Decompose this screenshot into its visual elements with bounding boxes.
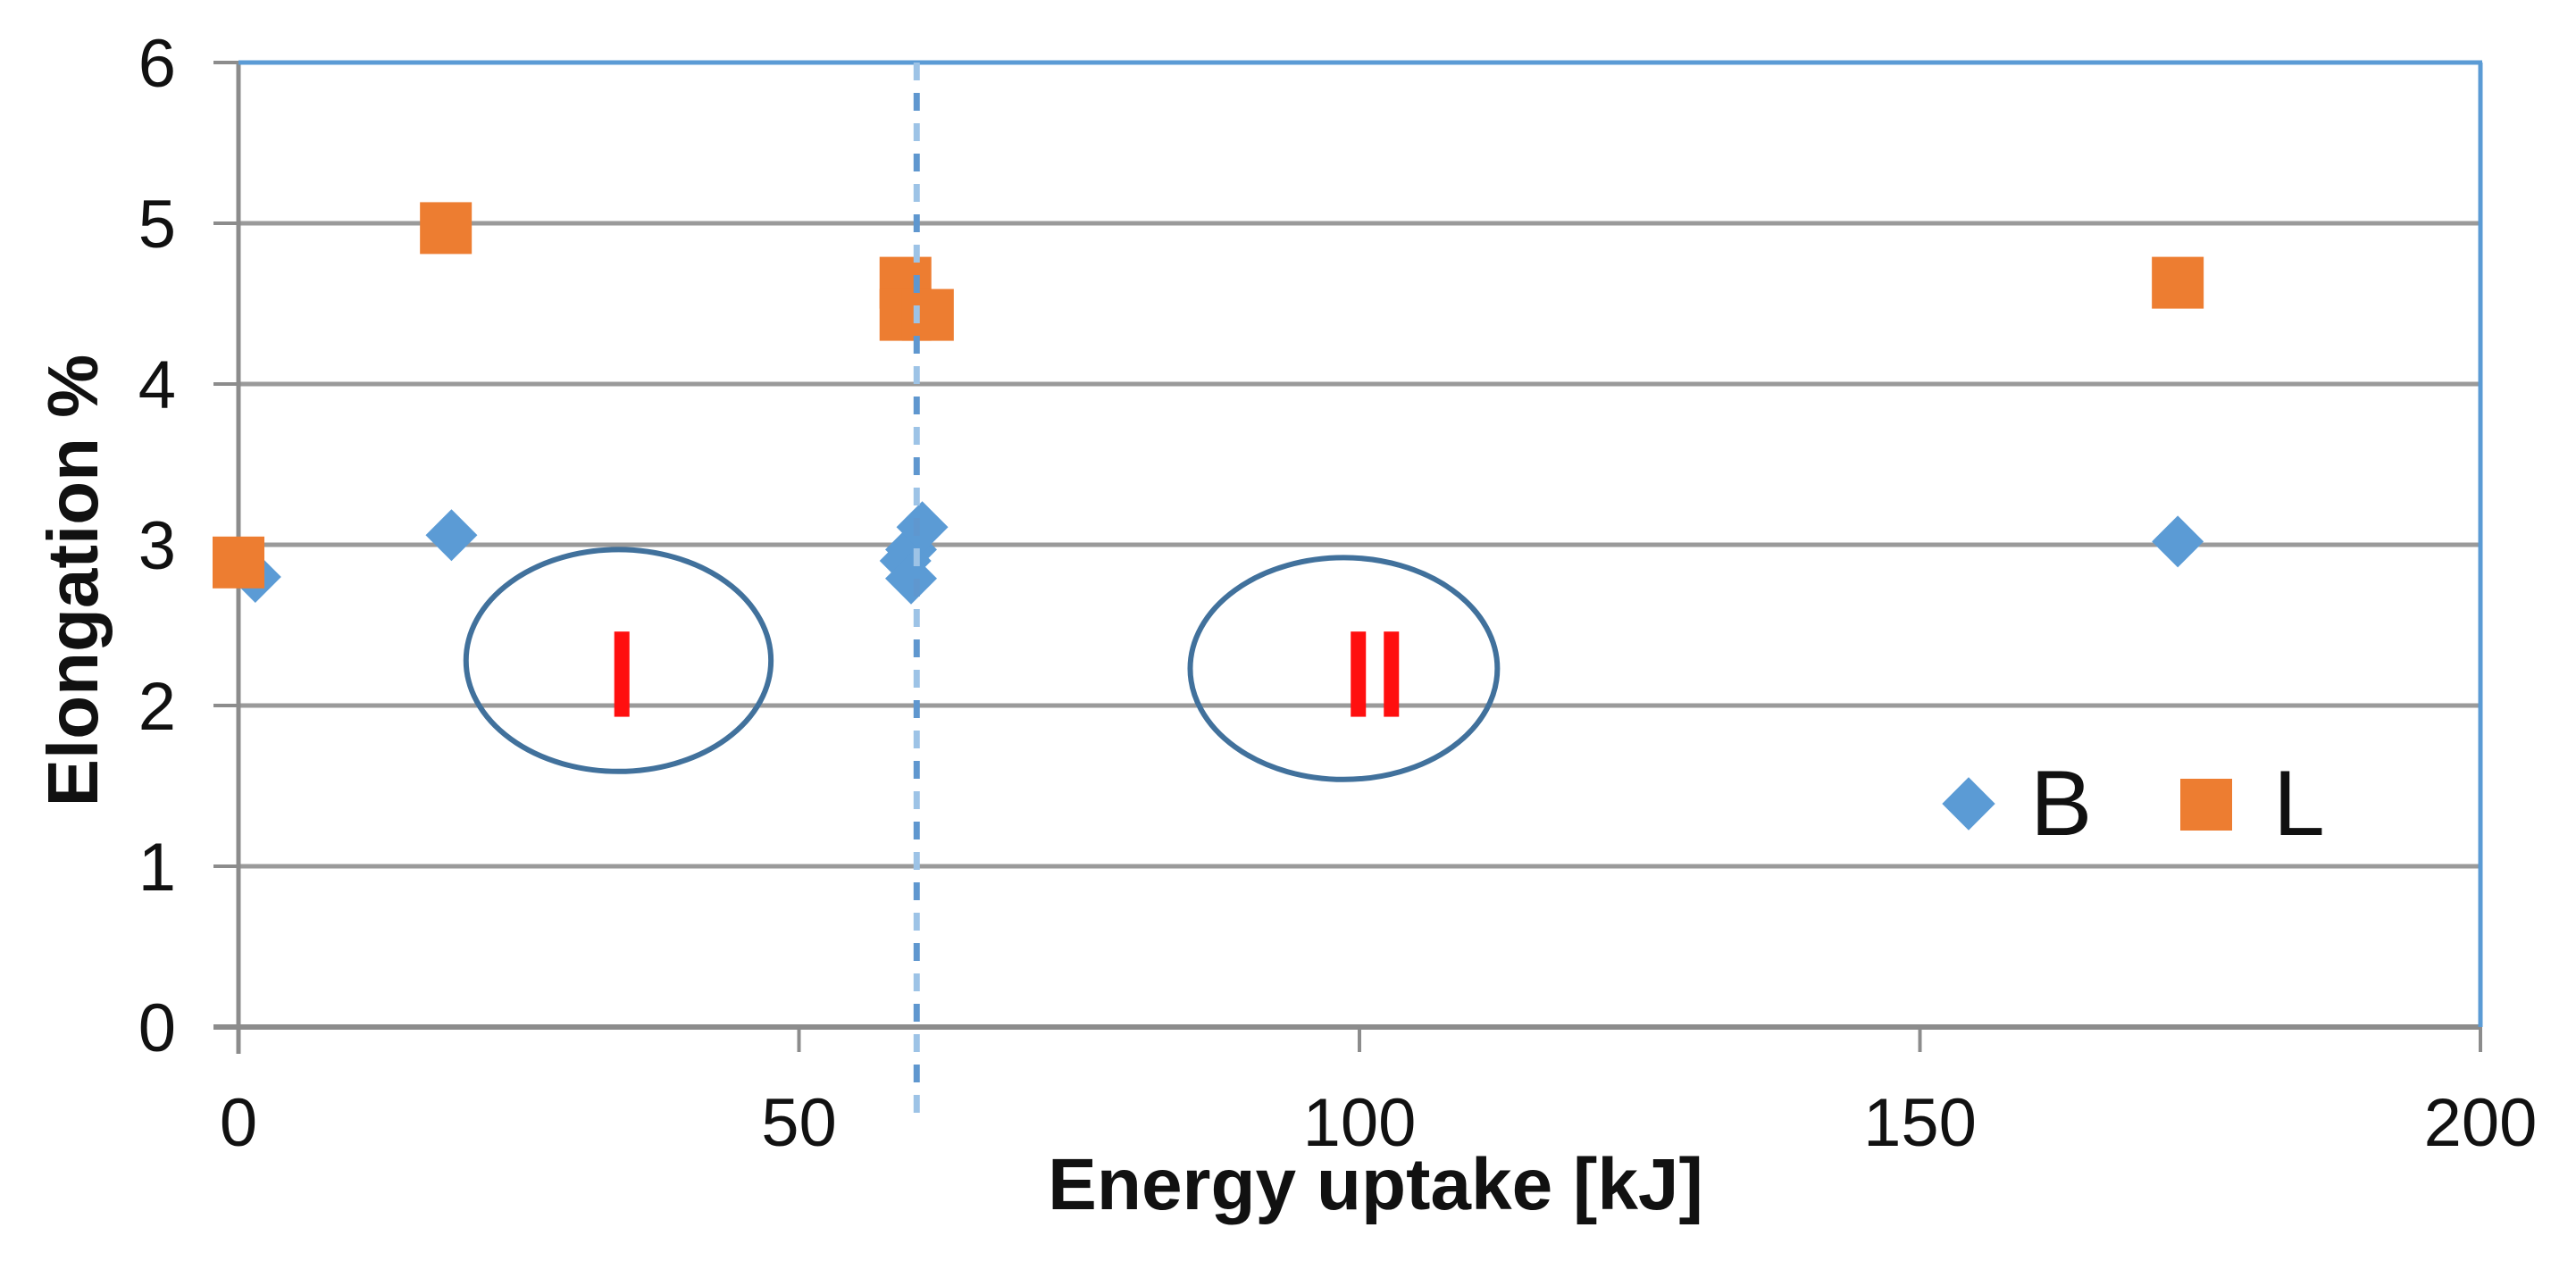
legend-label-series-b: B: [2030, 752, 2093, 856]
y-tick-label-5: 5: [138, 187, 176, 263]
legend-label-series-l: L: [2273, 752, 2325, 856]
y-tick-label-6: 6: [138, 26, 176, 102]
marker-square-L: [420, 202, 473, 255]
x-tick-label-150: 150: [1863, 1085, 1977, 1161]
marker-diamond-B: [425, 509, 478, 562]
y-tick-label-1: 1: [138, 830, 176, 906]
marker-square-L: [901, 288, 954, 341]
marker-diamond-B: [896, 501, 949, 554]
marker-diamond-B: [885, 552, 937, 605]
roman-numeral-I: [614, 631, 630, 717]
y-tick-label-2: 2: [138, 669, 176, 745]
x-tick-label-0: 0: [220, 1085, 257, 1161]
y-axis-title: Elongation %: [33, 354, 113, 807]
marker-square-L: [2152, 256, 2204, 309]
roman-numeral-II: [1384, 631, 1400, 717]
x-axis-title: Energy uptake [kJ]: [1048, 1144, 1703, 1225]
x-tick-label-50: 50: [761, 1085, 837, 1161]
x-tick-label-200: 200: [2424, 1085, 2538, 1161]
marker-square-L: [213, 536, 264, 589]
annotation-ellipse-I: [463, 547, 774, 774]
marker-diamond-B: [2152, 515, 2204, 568]
y-tick-label-0: 0: [138, 990, 176, 1066]
annotation-ellipse-II: [1187, 555, 1501, 782]
y-tick-label-4: 4: [138, 347, 176, 423]
legend-marker-square-icon: [2180, 779, 2232, 831]
roman-numeral-II: [1351, 631, 1367, 717]
x-tick-label-100: 100: [1303, 1085, 1417, 1161]
y-tick-label-3: 3: [138, 508, 176, 584]
